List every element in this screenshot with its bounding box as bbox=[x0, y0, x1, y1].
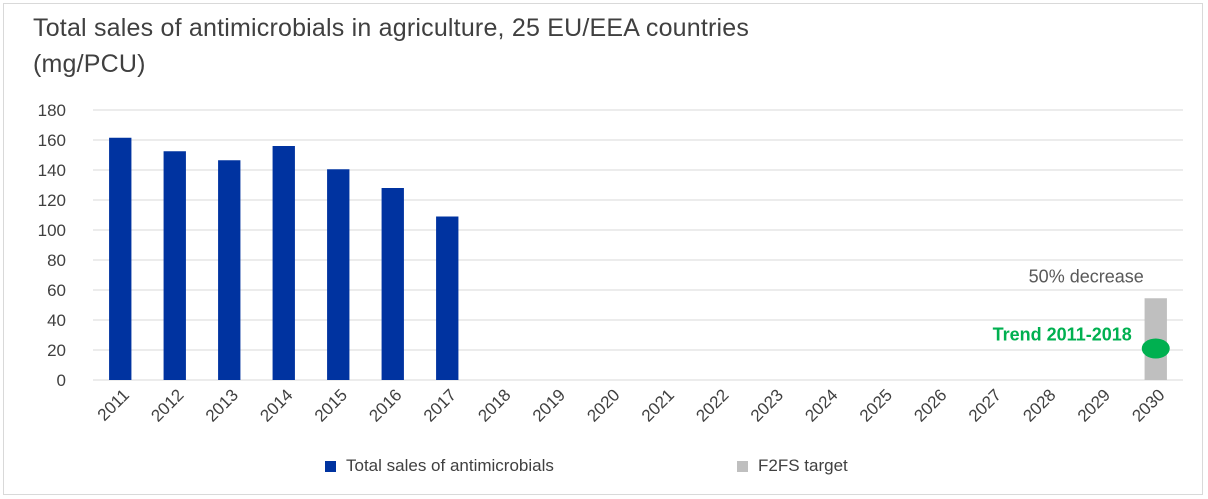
x-tick-label-2012: 2012 bbox=[147, 385, 187, 425]
x-tick-label-2022: 2022 bbox=[692, 385, 732, 425]
y-tick-label-0: 0 bbox=[57, 371, 66, 390]
trend-point-2030 bbox=[1141, 338, 1170, 359]
y-tick-label-60: 60 bbox=[47, 281, 66, 300]
y-tick-label-160: 160 bbox=[38, 131, 66, 150]
y-tick-label-120: 120 bbox=[38, 191, 66, 210]
bar-sales-2017 bbox=[436, 216, 459, 380]
bar-sales-2015 bbox=[327, 169, 350, 380]
legend-item-target: F2FS target bbox=[737, 456, 848, 476]
bar-sales-2013 bbox=[218, 160, 241, 380]
y-tick-label-180: 180 bbox=[38, 101, 66, 120]
x-tick-label-2017: 2017 bbox=[420, 385, 460, 425]
x-tick-label-2030: 2030 bbox=[1128, 385, 1168, 425]
chart-title-line-2: (mg/PCU) bbox=[33, 50, 146, 78]
y-tick-label-140: 140 bbox=[38, 161, 66, 180]
x-tick-label-2016: 2016 bbox=[365, 385, 405, 425]
bar-sales-2016 bbox=[381, 188, 404, 380]
x-tick-label-2019: 2019 bbox=[529, 385, 569, 425]
legend-label-target: F2FS target bbox=[758, 456, 848, 475]
annotation-target-label: 50% decrease bbox=[1029, 266, 1144, 286]
bar-sales-2012 bbox=[163, 151, 186, 380]
x-tick-label-2028: 2028 bbox=[1019, 385, 1059, 425]
y-tick-label-40: 40 bbox=[47, 311, 66, 330]
chart-title: Total sales of antimicrobials in agricul… bbox=[33, 10, 749, 82]
annotation-trend-label: Trend 2011-2018 bbox=[993, 325, 1132, 345]
bar-sales-2011 bbox=[109, 137, 132, 380]
x-tick-label-2013: 2013 bbox=[202, 385, 242, 425]
legend-label-sales: Total sales of antimicrobials bbox=[346, 456, 554, 475]
x-tick-label-2025: 2025 bbox=[856, 385, 896, 425]
x-tick-label-2027: 2027 bbox=[965, 385, 1005, 425]
x-tick-label-2020: 2020 bbox=[583, 385, 623, 425]
legend-swatch-target bbox=[737, 460, 748, 472]
x-tick-label-2023: 2023 bbox=[747, 385, 787, 425]
x-tick-label-2018: 2018 bbox=[474, 385, 514, 425]
x-tick-label-2014: 2014 bbox=[256, 385, 296, 425]
chart-frame bbox=[3, 3, 1203, 495]
x-tick-label-2011: 2011 bbox=[94, 385, 133, 424]
x-tick-label-2021: 2021 bbox=[638, 385, 678, 425]
legend-item-sales: Total sales of antimicrobials bbox=[325, 456, 554, 476]
y-tick-label-80: 80 bbox=[47, 251, 66, 270]
x-tick-label-2024: 2024 bbox=[801, 385, 841, 425]
chart-title-line-1: Total sales of antimicrobials in agricul… bbox=[33, 14, 750, 42]
x-tick-label-2015: 2015 bbox=[311, 385, 351, 425]
y-tick-label-100: 100 bbox=[38, 221, 66, 240]
x-tick-label-2026: 2026 bbox=[910, 385, 950, 425]
bar-sales-2014 bbox=[272, 146, 295, 380]
legend-swatch-sales bbox=[325, 460, 336, 472]
chart-legend: Total sales of antimicrobials F2FS targe… bbox=[0, 456, 1208, 480]
x-tick-label-2029: 2029 bbox=[1074, 385, 1114, 425]
y-tick-label-20: 20 bbox=[47, 341, 66, 360]
